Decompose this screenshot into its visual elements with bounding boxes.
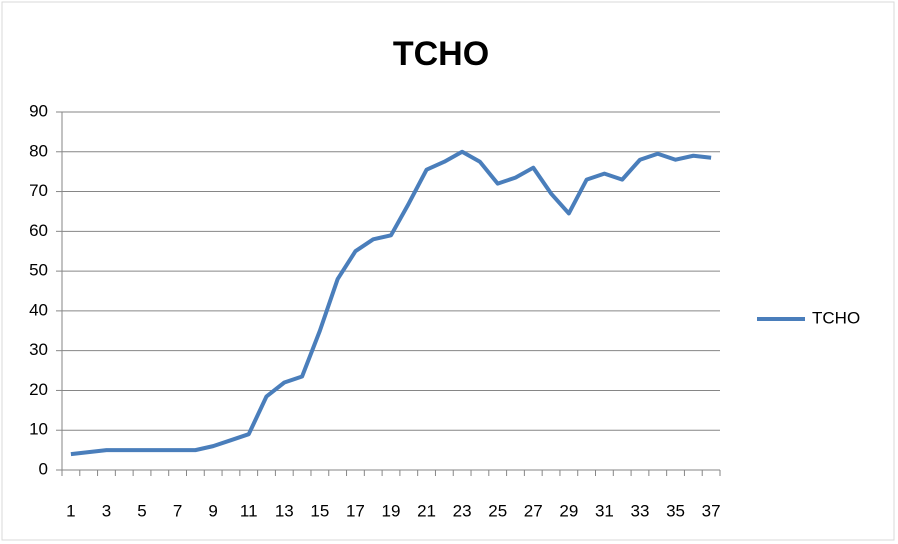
data-line — [70, 149, 712, 457]
x-tick-label: 3 — [102, 501, 111, 520]
x-tick-label: 37 — [702, 501, 721, 520]
x-tick-label: 1 — [66, 501, 75, 520]
x-tick-label: 15 — [310, 501, 329, 520]
x-tick-label: 23 — [453, 501, 472, 520]
chart-title: TCHO — [393, 35, 489, 73]
y-tick-label: 10 — [29, 420, 48, 439]
y-tick-label: 50 — [29, 261, 48, 280]
y-tick-label: 90 — [29, 101, 48, 120]
x-tick-label: 33 — [631, 501, 650, 520]
y-tick-label: 80 — [29, 141, 48, 160]
x-tick-label: 29 — [559, 501, 578, 520]
y-tick-label: 30 — [29, 340, 48, 359]
y-tick-label: 0 — [39, 459, 48, 478]
y-tick-label: 40 — [29, 300, 48, 319]
x-tick-label: 35 — [666, 501, 685, 520]
x-tick-label: 13 — [275, 501, 294, 520]
x-tick-label: 21 — [417, 501, 436, 520]
x-tick-label: 9 — [208, 501, 217, 520]
x-tick-label: 31 — [595, 501, 614, 520]
x-tick-label: 27 — [524, 501, 543, 520]
x-tick-label: 5 — [137, 501, 146, 520]
x-tick-label: 7 — [173, 501, 182, 520]
x-tick-label: 11 — [240, 501, 258, 520]
legend-label: TCHO — [812, 308, 860, 327]
x-tick-label: 17 — [346, 501, 365, 520]
x-tick-label: 25 — [488, 501, 507, 520]
y-tick-label: 20 — [29, 380, 48, 399]
y-tick-label: 60 — [29, 221, 48, 240]
x-tick-label: 19 — [382, 501, 401, 520]
y-tick-label: 70 — [29, 181, 48, 200]
